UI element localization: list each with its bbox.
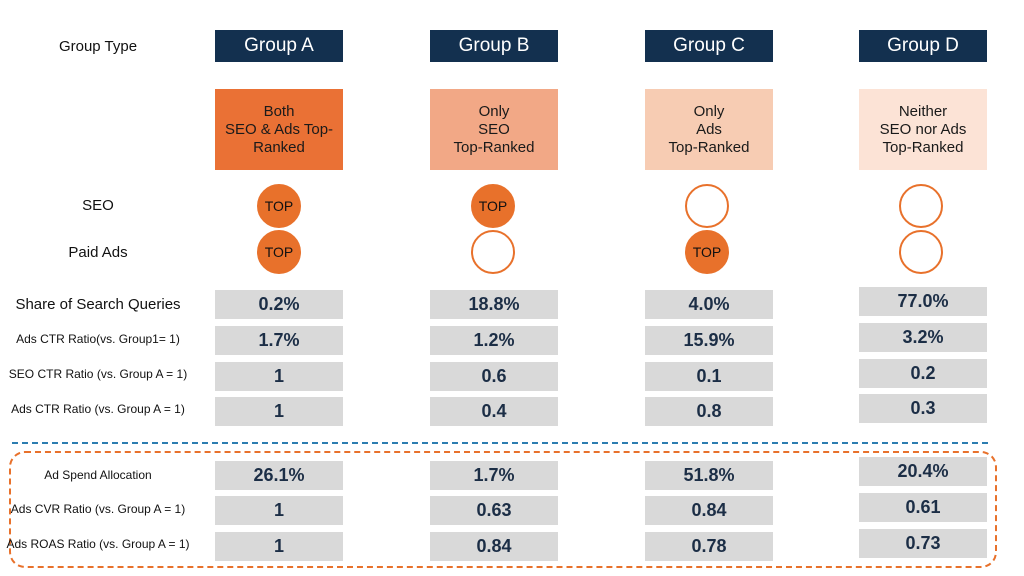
group-b-desc-line-1: Only — [478, 102, 510, 120]
group-d-ad-spend-value: 20.4% — [859, 457, 987, 486]
group-a-ads-roas-value: 1 — [215, 532, 343, 561]
group-a-header: Group A — [215, 30, 343, 62]
group-d-ads-cvr-value: 0.61 — [859, 493, 987, 522]
group-c-ad-spend-value: 51.8% — [645, 461, 773, 490]
label-group-type: Group Type — [58, 38, 138, 55]
ad-metrics-highlight-frame — [9, 451, 997, 568]
group-a-ads-ctr-value: 1 — [215, 397, 343, 426]
group-b-description: Only SEO Top-Ranked — [430, 89, 558, 170]
group-d-ads-ctr-g1-value: 3.2% — [859, 323, 987, 352]
group-c-seo-ctr-value: 0.1 — [645, 362, 773, 391]
label-seo-ctr-ratio: SEO CTR Ratio (vs. Group A = 1) — [8, 367, 188, 381]
dashed-divider — [12, 442, 988, 444]
group-d-seo-ctr-value: 0.2 — [859, 359, 987, 388]
group-c-ads-cvr-value: 0.84 — [645, 496, 773, 525]
group-b-desc-line-2: SEO — [478, 120, 510, 138]
group-a-desc-line-2: SEO & Ads Top- — [224, 120, 334, 138]
group-d-description: Neither SEO nor Ads Top-Ranked — [859, 89, 987, 170]
group-d-header: Group D — [859, 30, 987, 62]
group-c-ads-ctr-value: 0.8 — [645, 397, 773, 426]
group-d-ads-ctr-value: 0.3 — [859, 394, 987, 423]
group-a-ads-ctr-g1-value: 1.7% — [215, 326, 343, 355]
group-d-ads-roas-value: 0.73 — [859, 529, 987, 558]
group-c-ads-top-circle: TOP — [685, 230, 729, 274]
group-a-desc-line-3: Ranked — [253, 138, 305, 156]
group-d-desc-line-3: Top-Ranked — [882, 138, 964, 156]
group-a-ads-top-circle: TOP — [257, 230, 301, 274]
group-a-seo-ctr-value: 1 — [215, 362, 343, 391]
group-c-description: Only Ads Top-Ranked — [645, 89, 773, 170]
group-c-ads-roas-value: 0.78 — [645, 532, 773, 561]
group-d-ads-empty-circle — [899, 230, 943, 274]
label-seo: SEO — [82, 197, 114, 214]
group-b-ads-cvr-value: 0.63 — [430, 496, 558, 525]
label-ads-ctr-ratio: Ads CTR Ratio (vs. Group A = 1) — [11, 402, 185, 416]
group-c-desc-line-1: Only — [693, 102, 725, 120]
group-b-seo-top-circle: TOP — [471, 184, 515, 228]
group-a-ad-spend-value: 26.1% — [215, 461, 343, 490]
group-d-seo-empty-circle — [899, 184, 943, 228]
group-b-ad-spend-value: 1.7% — [430, 461, 558, 490]
group-c-ads-ctr-g1-value: 15.9% — [645, 326, 773, 355]
label-ads-roas-ratio: Ads ROAS Ratio (vs. Group A = 1) — [6, 537, 190, 551]
group-b-seo-ctr-value: 0.6 — [430, 362, 558, 391]
group-a-desc-line-1: Both — [263, 102, 295, 120]
group-c-desc-line-3: Top-Ranked — [668, 138, 750, 156]
group-c-seo-empty-circle — [685, 184, 729, 228]
group-c-header: Group C — [645, 30, 773, 62]
group-d-desc-line-1: Neither — [898, 102, 948, 120]
group-a-description: Both SEO & Ads Top- Ranked — [215, 89, 343, 170]
group-b-ads-empty-circle — [471, 230, 515, 274]
group-a-seo-top-circle: TOP — [257, 184, 301, 228]
label-ad-spend-allocation: Ad Spend Allocation — [44, 468, 152, 482]
group-b-ads-roas-value: 0.84 — [430, 532, 558, 561]
label-paid-ads: Paid Ads — [68, 244, 128, 261]
group-c-share-value: 4.0% — [645, 290, 773, 319]
group-b-desc-line-3: Top-Ranked — [453, 138, 535, 156]
label-ads-ctr-ratio-group1: Ads CTR Ratio(vs. Group1= 1) — [16, 332, 180, 346]
group-d-share-value: 77.0% — [859, 287, 987, 316]
group-a-share-value: 0.2% — [215, 290, 343, 319]
group-b-ads-ctr-g1-value: 1.2% — [430, 326, 558, 355]
label-share-of-search-queries: Share of Search Queries — [15, 296, 181, 313]
group-a-ads-cvr-value: 1 — [215, 496, 343, 525]
group-b-header: Group B — [430, 30, 558, 62]
group-c-desc-line-2: Ads — [696, 120, 722, 138]
group-b-ads-ctr-value: 0.4 — [430, 397, 558, 426]
label-ads-cvr-ratio: Ads CVR Ratio (vs. Group A = 1) — [10, 502, 186, 516]
group-d-desc-line-2: SEO nor Ads — [879, 120, 967, 138]
group-b-share-value: 18.8% — [430, 290, 558, 319]
